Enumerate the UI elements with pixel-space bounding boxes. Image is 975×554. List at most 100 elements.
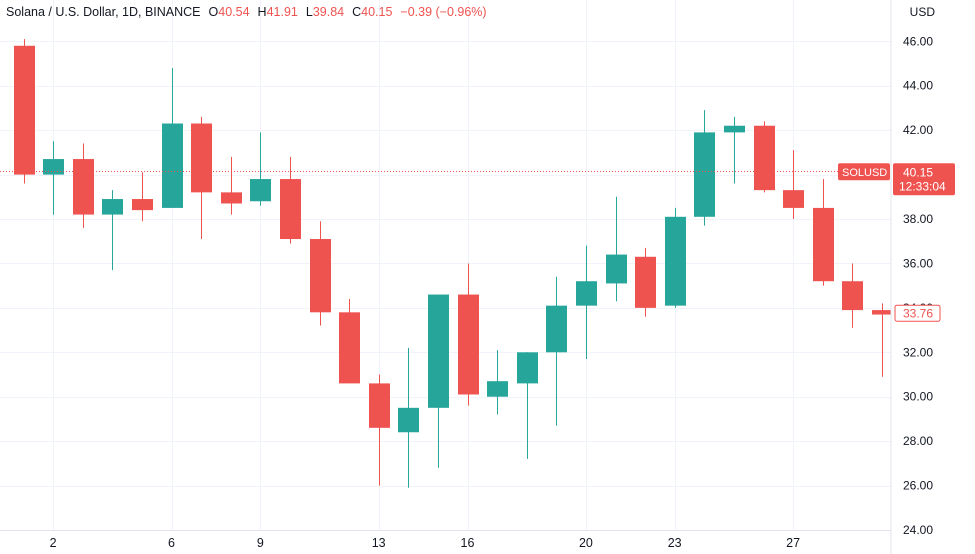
candle-body bbox=[872, 310, 893, 315]
price-tick-label: 38.00 bbox=[903, 212, 933, 226]
candle-body bbox=[339, 312, 360, 384]
candle bbox=[369, 374, 390, 486]
candle bbox=[43, 141, 64, 215]
candle-body bbox=[221, 192, 242, 204]
current-price-tag: SOLUSD 40.15 12:33:04 bbox=[838, 163, 955, 196]
candle bbox=[606, 196, 627, 302]
price-tick-label: 46.00 bbox=[903, 34, 933, 48]
candle-body bbox=[606, 254, 627, 284]
candle-body bbox=[132, 199, 153, 211]
candle bbox=[102, 190, 123, 271]
candle-body bbox=[665, 216, 686, 306]
chart-legend: Solana / U.S. Dollar, 1D, BINANCE O 40.5… bbox=[6, 5, 487, 19]
time-tick-label: 23 bbox=[668, 536, 682, 550]
open-label: O bbox=[208, 5, 219, 19]
candle bbox=[754, 121, 775, 193]
open-value: 40.54 bbox=[218, 5, 250, 19]
candle bbox=[724, 116, 745, 184]
candle-body bbox=[428, 294, 449, 408]
candle-body bbox=[724, 125, 745, 133]
candle-body bbox=[694, 132, 715, 217]
candle-body bbox=[280, 179, 301, 240]
candle-body bbox=[517, 352, 538, 384]
time-tick-label: 27 bbox=[786, 536, 800, 550]
candle bbox=[339, 298, 360, 384]
candle bbox=[813, 179, 834, 286]
candle-body bbox=[754, 125, 775, 191]
time-tick-label: 20 bbox=[579, 536, 593, 550]
currency-label: USD bbox=[909, 5, 935, 19]
price-axis[interactable] bbox=[891, 0, 975, 554]
candle-body bbox=[546, 305, 567, 353]
candle-body bbox=[102, 199, 123, 215]
time-tick-label: 16 bbox=[461, 536, 475, 550]
candle bbox=[191, 116, 212, 240]
price-tick-label: 30.00 bbox=[903, 390, 933, 404]
price-tick-label: 44.00 bbox=[903, 79, 933, 93]
price-tick-label: 36.00 bbox=[903, 256, 933, 270]
candle bbox=[221, 156, 242, 215]
close-label: C bbox=[352, 5, 362, 19]
time-tick-label: 6 bbox=[168, 536, 175, 550]
candle-body bbox=[783, 190, 804, 208]
candle-body bbox=[43, 159, 64, 175]
price-tick-label: 32.00 bbox=[903, 345, 933, 359]
candle-body bbox=[14, 45, 35, 175]
previous-price-tag-label: 33.76 bbox=[903, 307, 933, 321]
candle bbox=[546, 276, 567, 426]
price-tag-countdown: 12:33:04 bbox=[899, 179, 946, 193]
candle-body bbox=[842, 281, 863, 311]
price-tick-label: 28.00 bbox=[903, 434, 933, 448]
candle bbox=[517, 352, 538, 459]
previous-price-tag: 33.76 bbox=[894, 304, 941, 322]
close-value: 40.15 bbox=[361, 5, 393, 19]
candle-body bbox=[398, 407, 419, 433]
candle bbox=[635, 247, 656, 317]
candle-body bbox=[191, 123, 212, 193]
price-tag-box bbox=[893, 163, 955, 196]
candle bbox=[250, 132, 271, 206]
candle-body bbox=[250, 179, 271, 202]
candle-body bbox=[162, 123, 183, 208]
symbol-tag-box bbox=[838, 163, 890, 181]
time-axis-ticks: 2 6 9 13 16 20 23 27 bbox=[50, 536, 800, 550]
candle-body bbox=[487, 381, 508, 397]
low-value: 39.84 bbox=[312, 5, 345, 19]
candle bbox=[783, 150, 804, 220]
candle bbox=[398, 347, 419, 488]
price-tick-label: 24.00 bbox=[903, 523, 933, 537]
candle bbox=[665, 207, 686, 308]
candle-body bbox=[458, 294, 479, 395]
price-tag-price: 40.15 bbox=[903, 165, 933, 179]
candle bbox=[132, 172, 153, 222]
candle bbox=[487, 350, 508, 415]
candle-body bbox=[813, 207, 834, 282]
change-value: −0.39 (−0.96%) bbox=[400, 5, 487, 19]
candle-body bbox=[310, 239, 331, 313]
symbol-title: Solana / U.S. Dollar, 1D, BINANCE bbox=[6, 5, 201, 19]
candle bbox=[872, 303, 893, 377]
candle bbox=[280, 156, 301, 244]
candle bbox=[310, 221, 331, 326]
candles bbox=[14, 39, 893, 488]
previous-price-tag-box bbox=[894, 304, 941, 322]
time-tick-label: 2 bbox=[50, 536, 57, 550]
candle bbox=[428, 294, 449, 468]
candle-body bbox=[73, 159, 94, 215]
candle bbox=[162, 67, 183, 208]
grid-lines bbox=[0, 0, 891, 531]
candle-body bbox=[369, 383, 390, 428]
high-value: 41.91 bbox=[266, 5, 298, 19]
candle bbox=[73, 143, 94, 228]
candle bbox=[842, 263, 863, 328]
candle bbox=[694, 110, 715, 226]
candle-body bbox=[635, 256, 656, 308]
candle bbox=[14, 39, 35, 184]
candle-body bbox=[576, 281, 597, 306]
candle bbox=[576, 245, 597, 359]
low-label: L bbox=[305, 5, 313, 19]
time-tick-label: 9 bbox=[257, 536, 264, 550]
symbol-tag-label: SOLUSD bbox=[842, 167, 887, 179]
time-tick-label: 13 bbox=[372, 536, 386, 550]
